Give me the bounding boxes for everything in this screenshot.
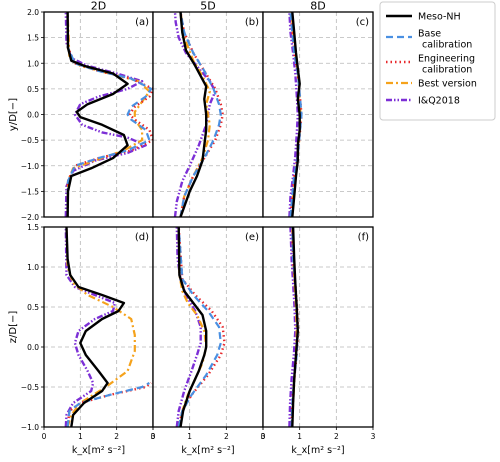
panel-label: (d) <box>135 232 149 243</box>
y-tick-label: −0.5 <box>21 383 39 392</box>
y-tick-label: 0.0 <box>27 343 39 352</box>
panel-e: (e) 0 1 2 3 k_x[m² s⁻²] <box>151 226 266 456</box>
panel-label: (b) <box>245 17 259 28</box>
series-line-best-version <box>65 227 136 427</box>
legend-label: Meso-NH <box>418 12 461 23</box>
series-group <box>64 12 153 217</box>
x-tick-label: 2 <box>224 432 229 441</box>
series-line-meso-nh <box>177 227 208 427</box>
series-line-i-q2018 <box>288 227 297 427</box>
legend-label: Base <box>418 29 441 40</box>
series-line-i-q2018 <box>173 12 217 217</box>
legend-label: calibration <box>422 65 472 76</box>
panel-label: (a) <box>135 17 149 28</box>
series-line-i-q2018 <box>288 12 299 217</box>
x-tick-label: 2 <box>334 432 339 441</box>
x-tick-label: 0 <box>151 432 156 441</box>
panel-frame <box>262 11 374 218</box>
series-line-base-calibration <box>289 12 303 217</box>
series-group <box>288 227 300 427</box>
x-tick-label: 0 <box>261 432 266 441</box>
panel-a: (a) <box>43 11 154 218</box>
panel-label: (c) <box>356 17 369 28</box>
column-title: 2D <box>91 0 106 13</box>
plot-area <box>153 227 263 427</box>
x-tick-label: 3 <box>261 432 266 441</box>
legend-label: Best version <box>418 79 477 90</box>
series-line-meso-nh <box>179 12 208 217</box>
series-line-engineering-calibration <box>66 12 153 217</box>
y-tick-label: 1.0 <box>27 59 39 68</box>
series-line-base-calibration <box>179 12 222 217</box>
series-line-meso-nh <box>291 227 299 427</box>
series-group <box>288 12 303 217</box>
y-tick-label: 2.0 <box>27 8 39 17</box>
column-title: 5D <box>200 0 215 13</box>
series-group <box>173 12 224 217</box>
series-group <box>64 227 152 427</box>
y-tick-label: −1.0 <box>21 162 39 171</box>
y-tick-label: −0.5 <box>21 136 39 145</box>
y-tick-label: 0.0 <box>27 111 39 120</box>
x-tick-label: 0 <box>42 432 47 441</box>
y-tick-label: 1.5 <box>27 34 39 43</box>
legend-box <box>379 1 496 121</box>
x-tick-label: 1 <box>187 432 192 441</box>
x-axis-label: k_x[m² s⁻²] <box>291 445 344 456</box>
series-line-base-calibration <box>177 227 222 427</box>
y-tick-label: 0.5 <box>27 303 39 312</box>
x-tick-label: 1 <box>297 432 302 441</box>
column-title: 8D <box>310 0 325 13</box>
y-tick-label: −2.0 <box>21 213 39 222</box>
y-tick-label: 1.5 <box>27 223 39 232</box>
x-tick-label: 3 <box>371 432 376 441</box>
y-tick-label: 0.5 <box>27 85 39 94</box>
plot-area <box>263 227 373 427</box>
series-line-meso-nh <box>66 12 129 217</box>
y-axis-label: y/D[−] <box>8 98 19 131</box>
series-line-base-calibration <box>66 382 150 427</box>
y-tick-label: −1.0 <box>21 423 39 432</box>
y-tick-label: 1.0 <box>27 263 39 272</box>
legend-label: Engineering <box>418 54 475 65</box>
panel-frame <box>262 226 374 428</box>
panel-c: (c) <box>262 11 374 218</box>
y-axis-label: z/D[−] <box>8 311 19 344</box>
y-tick-label: −1.5 <box>21 187 39 196</box>
legend: Meso-NHBasecalibrationEngineeringcalibra… <box>379 1 496 121</box>
legend-label: calibration <box>422 40 472 51</box>
x-tick-label: 1 <box>78 432 83 441</box>
legend-label: I&Q2018 <box>418 96 460 107</box>
x-tick-label: 2 <box>114 432 119 441</box>
series-line-meso-nh <box>65 227 126 427</box>
x-axis-label: k_x[m² s⁻²] <box>72 445 125 456</box>
x-axis-label: k_x[m² s⁻²] <box>181 445 234 456</box>
series-line-meso-nh <box>291 12 301 217</box>
x-tick-label: 3 <box>151 432 156 441</box>
panel-label: (f) <box>358 232 369 243</box>
series-line-i-q2018 <box>64 227 117 427</box>
series-group <box>175 227 226 427</box>
panel-f: (f) 0 1 2 3 k_x[m² s⁻²] <box>261 226 376 456</box>
panel-b: (b) <box>152 11 264 218</box>
panel-label: (e) <box>245 232 259 243</box>
panel-d: (d) 0 1 2 3 k_x[m² s⁻²] <box>42 226 156 456</box>
